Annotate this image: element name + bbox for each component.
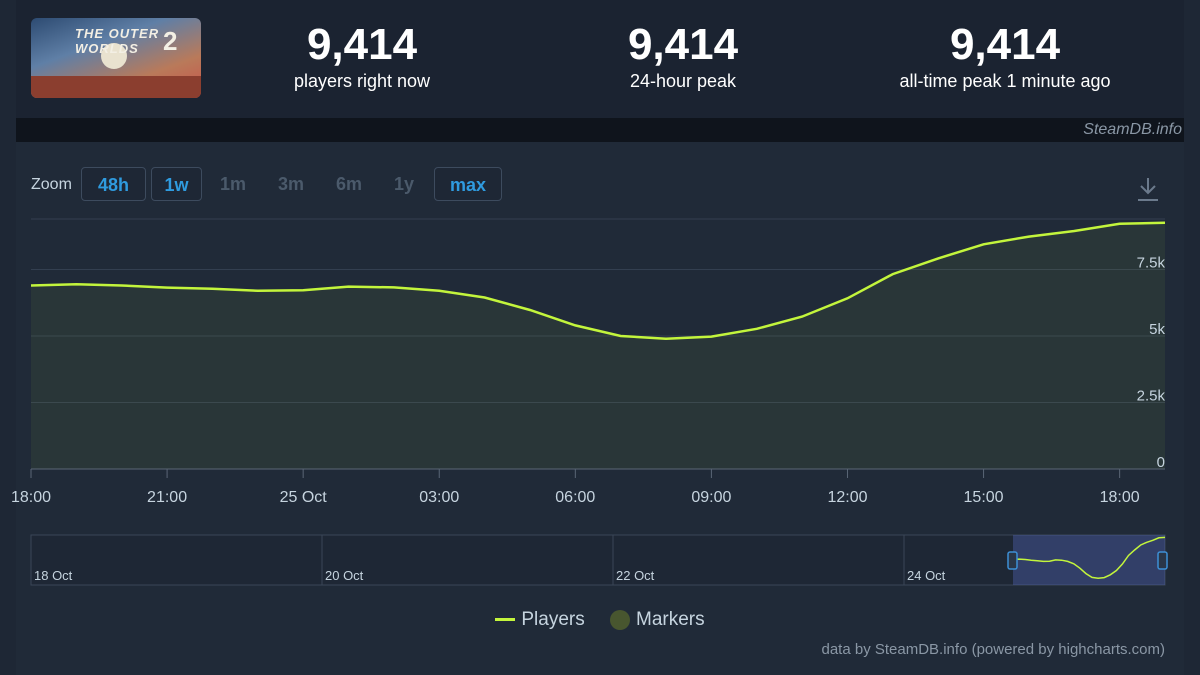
- footer-credit[interactable]: data by SteamDB.info (powered by highcha…: [821, 641, 1166, 658]
- legend-item-markers[interactable]: Markers: [610, 609, 705, 631]
- legend-label-markers: Markers: [636, 609, 705, 630]
- players-series-line[interactable]: [30, 221, 1166, 340]
- navigator-labels: 18 Oct 20 Oct 22 Oct 24 Oct: [34, 568, 946, 583]
- navigator-label: 24 Oct: [907, 568, 946, 583]
- zoom-button-1y[interactable]: 1y: [393, 174, 415, 194]
- chart-legend: Players Markers: [0, 609, 1200, 631]
- steamdb-credit[interactable]: SteamDB.info: [1083, 121, 1182, 138]
- legend-label-players: Players: [521, 609, 585, 630]
- zoom-button-48h[interactable]: 48h: [81, 167, 146, 201]
- x-axis-labels: 18:00 21:00 25 Oct 03:00 06:00 09:00 12:00 15:0…: [11, 489, 1140, 506]
- y-tick-label: 0: [1157, 454, 1165, 471]
- x-axis-ticks: [30, 469, 1121, 478]
- navigator-label: 18 Oct: [34, 568, 73, 583]
- divider-bar: [16, 118, 1184, 142]
- x-tick-label: 18:00: [11, 489, 51, 506]
- zoom-button-3m[interactable]: 3m: [277, 174, 304, 194]
- navigator-series-line: [1012, 536, 1166, 580]
- zoom-button-max[interactable]: max: [434, 167, 502, 201]
- stat-value: 9,414: [949, 20, 1061, 69]
- x-tick-label: 06:00: [555, 489, 595, 506]
- cover-ground: [31, 76, 201, 98]
- legend-dot-swatch: [610, 609, 630, 630]
- zoom-button-1m[interactable]: 1m: [219, 174, 246, 194]
- x-tick-label: 03:00: [419, 489, 459, 506]
- cover-title: THE OUTER WORLDS: [75, 26, 160, 56]
- cover-moon: [101, 43, 127, 69]
- legend-item-players[interactable]: Players: [495, 609, 585, 631]
- download-icon[interactable]: [1136, 176, 1160, 202]
- stat-label: players right now: [293, 71, 431, 91]
- zoom-button-1w[interactable]: 1w: [151, 167, 202, 201]
- stat-all-time-peak: 9,414 all-time peak 1 minute ago: [855, 20, 1155, 92]
- navigator[interactable]: 18 Oct 20 Oct 22 Oct 24 Oct: [30, 534, 1168, 586]
- x-tick-label: 12:00: [827, 489, 867, 506]
- navigator-gridlines: [30, 535, 905, 585]
- x-tick-label: 09:00: [691, 489, 731, 506]
- chart-gridlines: [31, 218, 1165, 404]
- zoom-button-6m[interactable]: 6m: [335, 174, 362, 194]
- cover-number: 2: [163, 26, 178, 56]
- y-tick-label: 7.5k: [1137, 255, 1166, 272]
- y-tick-label: 5k: [1149, 321, 1165, 338]
- stat-value: 9,414: [306, 20, 418, 69]
- game-cover-image[interactable]: THE OUTER WORLDS 2: [31, 18, 201, 98]
- stat-value: 9,414: [627, 20, 739, 69]
- zoom-label: Zoom: [31, 176, 72, 193]
- stat-label: all-time peak 1 minute ago: [899, 71, 1111, 91]
- navigator-selection[interactable]: [1013, 535, 1165, 585]
- navigator-label: 20 Oct: [325, 568, 364, 583]
- x-tick-label: 21:00: [147, 489, 187, 506]
- navigator-right-handle[interactable]: [1157, 551, 1168, 570]
- x-tick-label: 15:00: [964, 489, 1004, 506]
- navigator-frame: [30, 534, 1166, 586]
- navigator-left-handle[interactable]: [1007, 551, 1018, 570]
- navigator-label: 22 Oct: [616, 568, 655, 583]
- y-tick-label: 2.5k: [1137, 388, 1166, 405]
- y-axis-labels: 0 2.5k 5k 7.5k: [1137, 255, 1166, 471]
- stat-players-now: 9,414 players right now: [212, 20, 512, 92]
- x-tick-label: 25 Oct: [280, 489, 328, 506]
- stats-panel: [16, 0, 1184, 118]
- legend-line-swatch: [495, 618, 516, 622]
- players-area-fill: [31, 222, 1165, 469]
- chart-panel: [16, 142, 1184, 675]
- stat-label: 24-hour peak: [629, 71, 737, 91]
- x-tick-label: 18:00: [1100, 489, 1140, 506]
- stat-24h-peak: 9,414 24-hour peak: [533, 20, 833, 92]
